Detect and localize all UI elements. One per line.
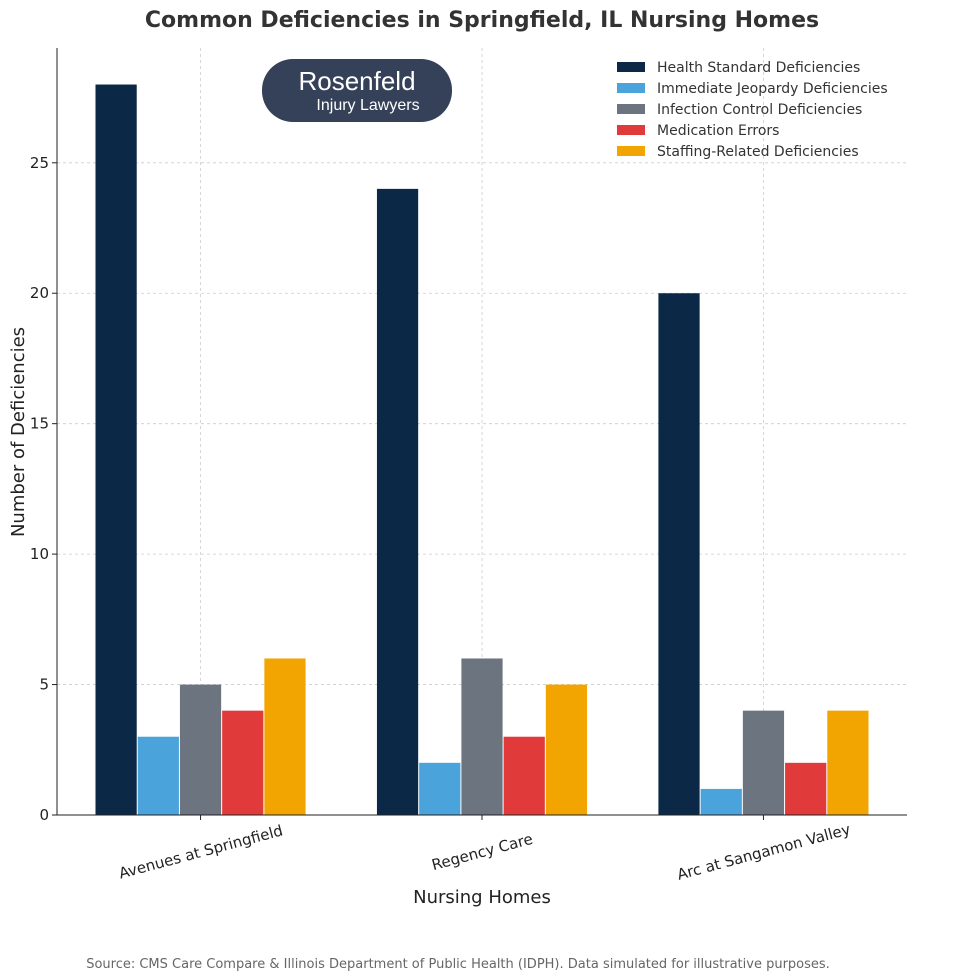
legend-swatch xyxy=(617,104,645,114)
bar-3-2 xyxy=(785,762,827,815)
bar-1-2 xyxy=(700,788,742,815)
y-tick-label: 20 xyxy=(30,284,49,302)
logo-line2: Injury Lawyers xyxy=(316,97,419,114)
logo: Rosenfeld Injury Lawyers xyxy=(262,59,452,122)
bar-3-1 xyxy=(503,736,545,815)
source-note: Source: CMS Care Compare & Illinois Depa… xyxy=(86,957,830,972)
x-tick-label: Avenues at Springfield xyxy=(117,821,285,882)
y-tick-label: 5 xyxy=(39,676,49,694)
x-axis-label: Nursing Homes xyxy=(413,887,551,908)
legend-swatch xyxy=(617,146,645,156)
bar-2-2 xyxy=(742,710,785,815)
bar-1-0 xyxy=(137,736,179,815)
legend-swatch xyxy=(617,125,645,135)
bar-2-1 xyxy=(461,658,503,815)
logo-badge xyxy=(262,59,452,122)
bars xyxy=(95,84,869,816)
legend-label: Staffing-Related Deficiencies xyxy=(657,144,859,160)
grid xyxy=(57,48,907,815)
bar-0-1 xyxy=(376,188,419,815)
bar-1-1 xyxy=(419,762,461,815)
bar-4-1 xyxy=(545,684,588,815)
bar-2-0 xyxy=(179,684,222,815)
y-tick-label: 0 xyxy=(39,806,49,824)
legend-label: Medication Errors xyxy=(657,123,779,139)
x-tick-label: Regency Care xyxy=(430,830,535,874)
logo-line1: Rosenfeld xyxy=(298,66,415,96)
legend-label: Health Standard Deficiencies xyxy=(657,60,860,76)
legend-swatch xyxy=(617,62,645,72)
chart-title: Common Deficiencies in Springfield, IL N… xyxy=(145,8,819,33)
y-tick-label: 10 xyxy=(30,545,49,563)
x-tick-label: Arc at Sangamon Valley xyxy=(675,820,852,884)
bar-3-0 xyxy=(222,710,264,815)
bar-0-0 xyxy=(95,84,137,816)
legend: Health Standard Deficiencies Immediate Je… xyxy=(617,60,888,160)
y-tick-label: 25 xyxy=(30,154,49,172)
bar-0-2 xyxy=(658,293,700,815)
legend-label: Infection Control Deficiencies xyxy=(657,102,862,118)
bar-4-0 xyxy=(264,658,306,815)
y-tick-label: 15 xyxy=(30,415,49,433)
y-axis-label: Number of Deficiencies xyxy=(8,327,29,537)
legend-swatch xyxy=(617,83,645,93)
legend-label: Immediate Jeopardy Deficiencies xyxy=(657,81,888,97)
bar-4-2 xyxy=(827,710,869,815)
